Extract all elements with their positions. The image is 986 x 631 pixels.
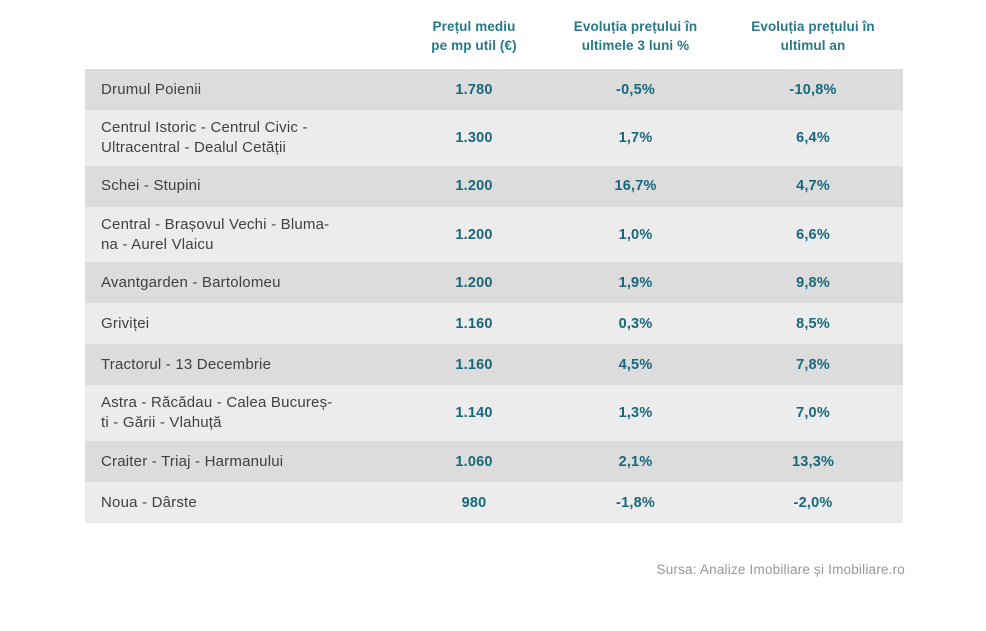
table-row: Centrul Istoric - Centrul Civic - Ultrac…	[85, 110, 903, 166]
row-average-price: 1.200	[455, 274, 493, 291]
table-row: Craiter - Triaj - Harmanului 1.060 2,1% …	[85, 441, 903, 483]
table-row: Drumul Poienii 1.780 -0,5% -10,8%	[85, 69, 903, 111]
row-change-3-months: 2,1%	[618, 453, 653, 470]
row-neighborhood-name: Centrul Istoric - Centrul Civic - Ultrac…	[101, 119, 308, 157]
row-change-3-months: 1,9%	[618, 274, 653, 291]
row-average-price: 1.140	[455, 405, 493, 422]
source-attribution: Sursa: Analize Imobiliare și Imobiliare.…	[656, 562, 905, 577]
row-neighborhood-name: Astra - Răcădau - Calea Bucureș- ti - Gă…	[101, 394, 333, 432]
row-average-price: 980	[461, 494, 487, 511]
table-row: Tractorul - 13 Decembrie 1.160 4,5% 7,8%	[85, 344, 903, 386]
table-row: Astra - Răcădau - Calea Bucureș- ti - Gă…	[85, 385, 903, 442]
header-change-3-months: Evoluția prețului în ultimele 3 luni %	[573, 19, 698, 53]
row-average-price: 1.160	[455, 315, 493, 332]
row-change-1-year: 6,4%	[796, 130, 830, 147]
row-average-price: 1.060	[455, 453, 493, 470]
row-neighborhood-name: Schei - Stupini	[101, 177, 201, 195]
row-neighborhood-name: Drumul Poienii	[101, 80, 202, 98]
table-body: Drumul Poienii 1.780 -0,5% -10,8% Centru…	[85, 69, 903, 524]
header-average-price: Prețul mediu pe mp util (€)	[431, 19, 517, 53]
table-row: Griviței 1.160 0,3% 8,5%	[85, 303, 903, 345]
row-average-price: 1.160	[455, 356, 493, 373]
row-change-3-months: 4,5%	[618, 356, 653, 373]
row-change-1-year: 8,5%	[796, 315, 830, 332]
row-change-3-months: 16,7%	[614, 178, 657, 195]
row-neighborhood-name: Tractorul - 13 Decembrie	[101, 356, 272, 374]
row-average-price: 1.200	[455, 178, 493, 195]
row-change-1-year: 13,3%	[791, 453, 835, 470]
neighborhood-price-table: Prețul mediu pe mp util (€) Evoluția pre…	[85, 18, 903, 524]
row-neighborhood-name: Craiter - Triaj - Harmanului	[101, 452, 284, 470]
row-change-3-months: 1,7%	[618, 130, 653, 147]
row-change-1-year: -10,8%	[789, 81, 837, 98]
table-row: Schei - Stupini 1.200 16,7% 4,7%	[85, 165, 903, 207]
table-row: Avantgarden - Bartolomeu 1.200 1,9% 9,8%	[85, 262, 903, 304]
row-neighborhood-name: Noua - Dârste	[101, 493, 197, 511]
row-change-1-year: 7,0%	[796, 405, 830, 422]
row-change-3-months: -1,8%	[616, 494, 655, 511]
table-row: Noua - Dârste 980 -1,8% -2,0%	[85, 482, 903, 524]
row-neighborhood-name: Griviței	[101, 315, 150, 333]
table-row: Central - Brașovul Vechi - Bluma- na - A…	[85, 206, 903, 263]
row-change-3-months: 0,3%	[618, 315, 653, 332]
row-average-price: 1.200	[455, 226, 493, 243]
row-average-price: 1.300	[455, 130, 493, 147]
row-change-1-year: 7,8%	[796, 356, 830, 373]
row-average-price: 1.780	[455, 81, 493, 98]
header-change-1-year: Evoluția prețului în ultimul an	[751, 19, 875, 53]
row-change-1-year: -2,0%	[793, 494, 833, 511]
row-change-3-months: -0,5%	[616, 81, 655, 98]
row-change-3-months: 1,0%	[618, 226, 653, 243]
table-header-row: Prețul mediu pe mp util (€) Evoluția pre…	[85, 18, 903, 55]
row-change-3-months: 1,3%	[618, 405, 653, 422]
row-change-1-year: 6,6%	[796, 226, 830, 243]
row-change-1-year: 4,7%	[796, 178, 830, 195]
row-neighborhood-name: Central - Brașovul Vechi - Bluma- na - A…	[101, 215, 330, 253]
row-neighborhood-name: Avantgarden - Bartolomeu	[101, 274, 281, 292]
row-change-1-year: 9,8%	[796, 274, 830, 291]
